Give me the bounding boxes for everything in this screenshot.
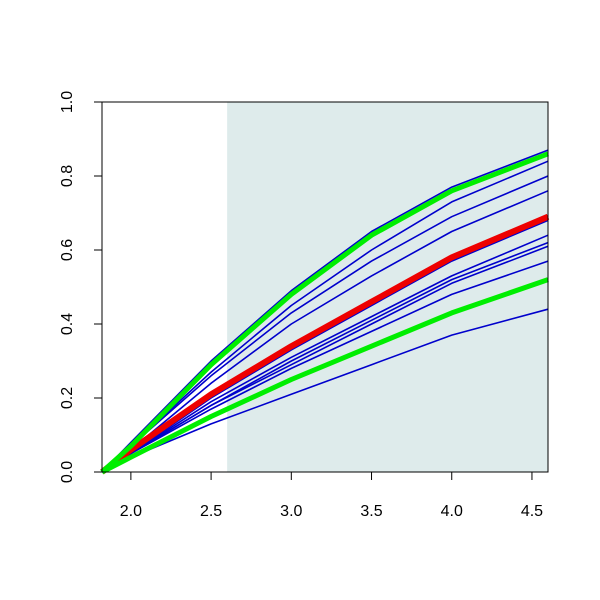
x-tick-label: 2.5 [200, 503, 222, 520]
x-tick-label: 4.0 [441, 503, 463, 520]
y-tick-label: 1.0 [59, 91, 76, 113]
x-tick-label: 3.0 [280, 503, 302, 520]
plot-box [101, 101, 549, 473]
series-line [100, 151, 549, 474]
x-tick-label: 2.0 [120, 503, 142, 520]
y-tick-label: 0.2 [59, 387, 76, 409]
y-tick-label: 0.6 [59, 239, 76, 261]
y-tick-label: 0.4 [59, 313, 76, 335]
series-line [101, 149, 549, 473]
series-line [100, 277, 549, 475]
series-line [100, 213, 550, 475]
y-tick-label: 0.0 [59, 461, 76, 483]
y-tick-label: 0.8 [59, 165, 76, 187]
shaded-region [227, 102, 548, 472]
x-tick-label: 3.5 [360, 503, 382, 520]
x-tick-label: 4.5 [521, 503, 543, 520]
